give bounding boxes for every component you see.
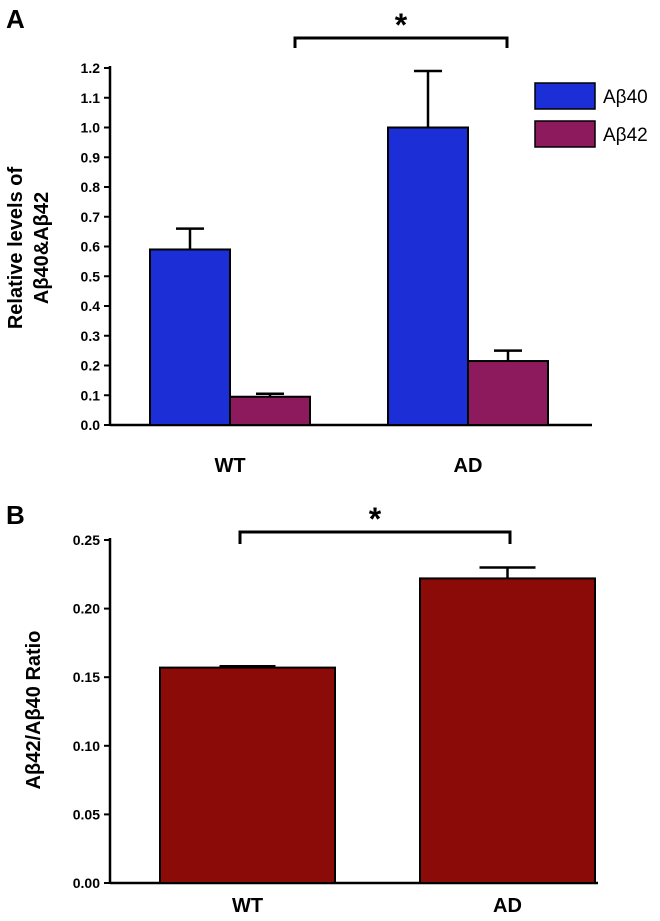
y-tick-label-b: 0.10 bbox=[73, 738, 100, 754]
bars-a bbox=[149, 69, 549, 427]
bar-b-ad bbox=[419, 577, 596, 885]
y-tick-label-a: 0.4 bbox=[81, 298, 101, 314]
significance-star-a: * bbox=[395, 7, 408, 43]
panel-letter-b: B bbox=[6, 500, 25, 530]
y-tick-label-a: 1.1 bbox=[81, 90, 101, 106]
y-tick-label-a: 0.6 bbox=[81, 239, 101, 255]
y-tick-label-b: 0.20 bbox=[73, 601, 100, 617]
y-tick-label-a: 0.1 bbox=[81, 387, 101, 403]
y-axis-label-b: Aβ42/Aβ40 Ratio bbox=[23, 631, 45, 790]
y-tick-label-a: 0.8 bbox=[81, 179, 101, 195]
y-tick-label-b: 0.05 bbox=[73, 806, 100, 822]
legend-label-a-0: Aβ40 bbox=[603, 87, 648, 108]
y-tick-label-a: 1.0 bbox=[81, 120, 101, 136]
bar-a-wt-1 bbox=[229, 395, 311, 426]
y-tick-label-b: 0.15 bbox=[73, 669, 100, 685]
y-tick-label-a: 1.2 bbox=[81, 60, 101, 76]
significance-bracket-a bbox=[293, 36, 509, 48]
panel-a: A Relative levels of Aβ40&Aβ42 0.0 0.1 0.2… bbox=[5, 4, 648, 477]
y-tick-label-b: 0.25 bbox=[73, 532, 100, 548]
y-axis-label-a-line1: Relative levels of bbox=[5, 167, 27, 330]
legend-a: Aβ40 Aβ42 bbox=[534, 82, 648, 148]
panel-b: B Aβ42/Aβ40 Ratio 0.00 0.05 0.10 0.15 0.20 0.… bbox=[6, 500, 598, 917]
y-tick-label-b: 0.00 bbox=[73, 875, 100, 891]
y-tick-label-a: 0.9 bbox=[81, 149, 101, 165]
x-tick-label-b: AD bbox=[493, 895, 522, 917]
y-tick-label-a: 0.3 bbox=[81, 328, 101, 344]
legend-label-a-1: Aβ42 bbox=[603, 125, 648, 146]
y-axis-label-a-line2: Aβ40&Aβ42 bbox=[31, 192, 53, 304]
bar-a-ad-0 bbox=[387, 126, 469, 426]
y-tick-label-a: 0.7 bbox=[81, 209, 101, 225]
y-tick-label-a: 0.2 bbox=[81, 358, 101, 374]
x-tick-label-a: WT bbox=[214, 455, 245, 477]
significance-bracket-b bbox=[238, 530, 512, 544]
legend-swatch-a-1 bbox=[534, 120, 596, 148]
bar-b-wt bbox=[159, 666, 336, 885]
bar-a-wt-0 bbox=[149, 248, 231, 426]
significance-star-b: * bbox=[369, 501, 382, 537]
panel-letter-a: A bbox=[6, 4, 25, 34]
x-tick-label-b: WT bbox=[232, 895, 263, 917]
y-tick-label-a: 0.0 bbox=[81, 417, 101, 433]
bars-b bbox=[159, 566, 596, 885]
bar-a-ad-1 bbox=[467, 360, 549, 427]
x-tick-label-a: AD bbox=[454, 455, 483, 477]
y-tick-label-a: 0.5 bbox=[81, 268, 101, 284]
axes-a: 0.0 0.1 0.2 0.3 0.4 0.5 0.6 0.7 0.8 0.9 1.0 1.1 1.2 W… bbox=[81, 7, 592, 477]
legend-swatch-a-0 bbox=[534, 82, 596, 110]
